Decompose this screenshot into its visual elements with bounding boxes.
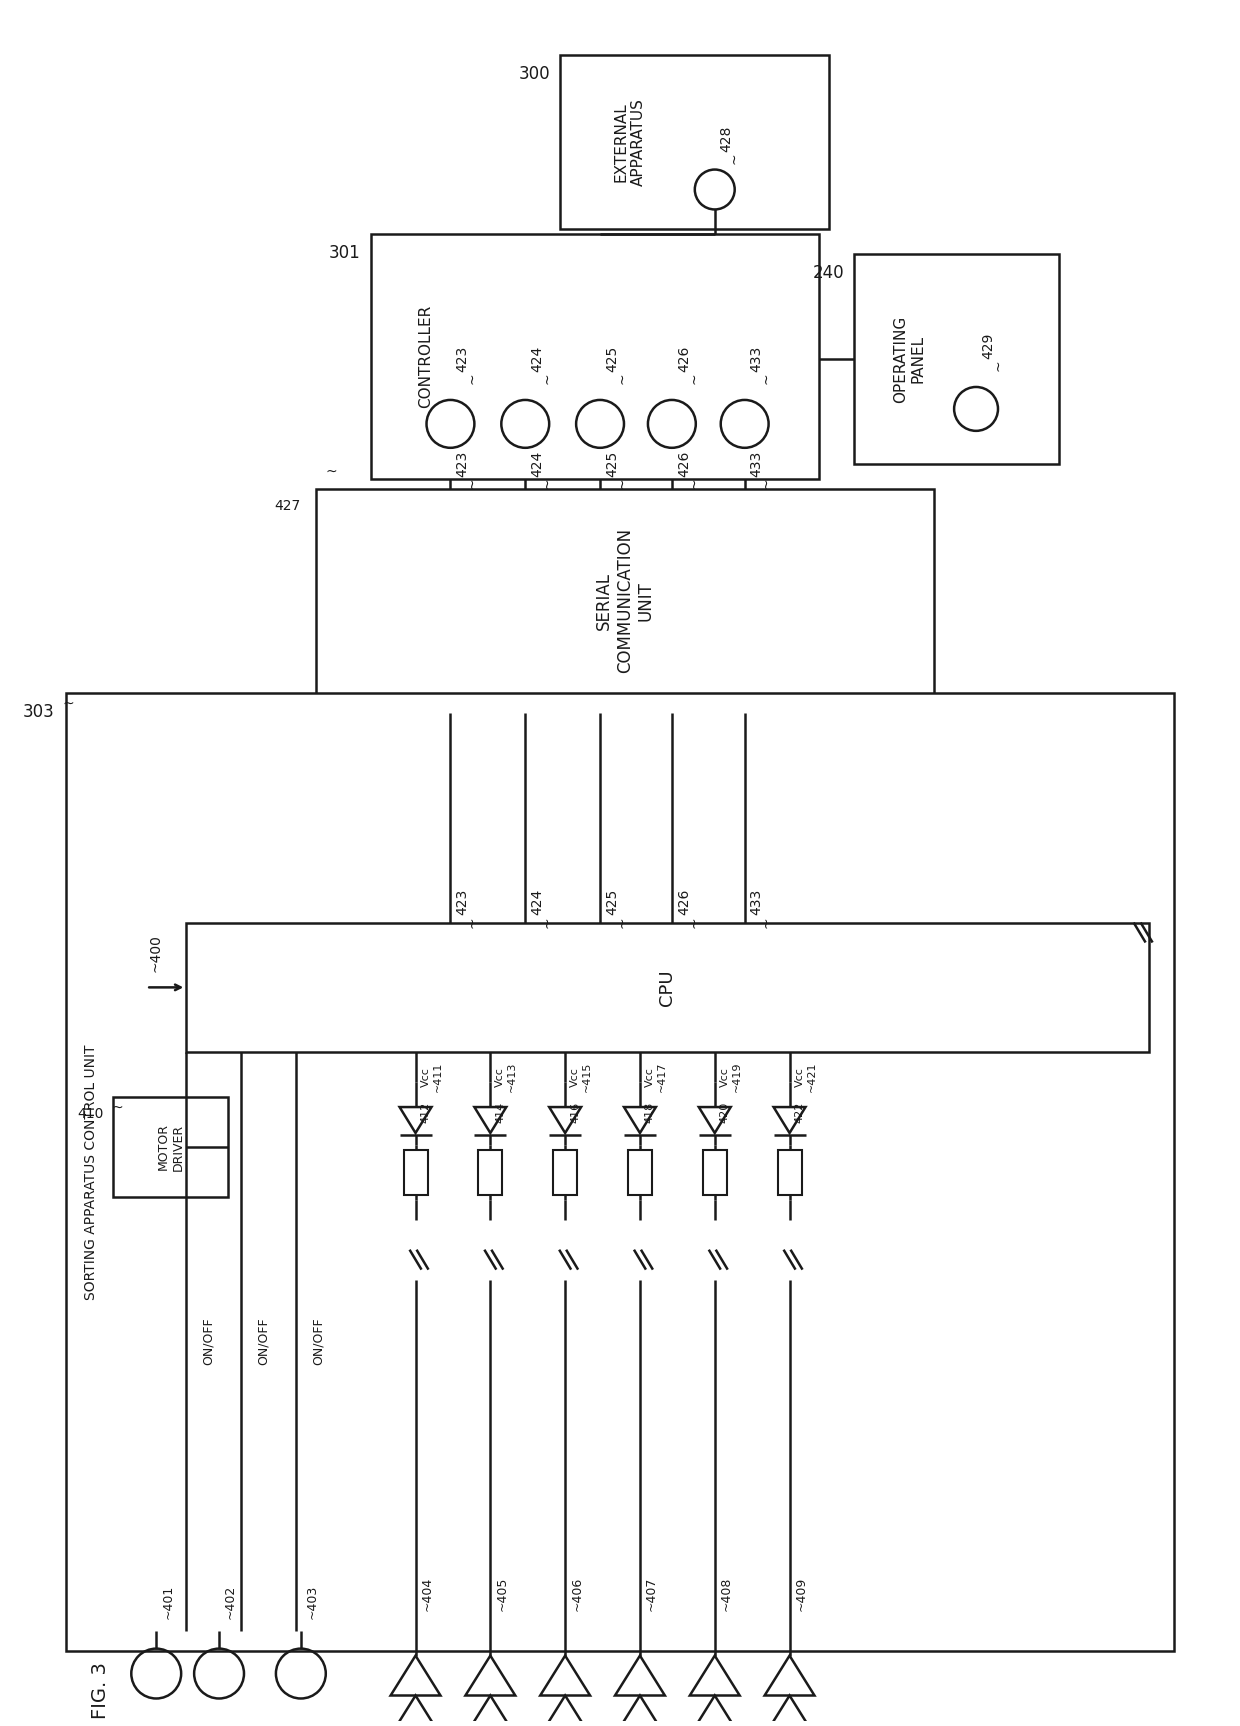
Text: ~: ~	[541, 373, 554, 383]
Text: MOTOR
DRIVER: MOTOR DRIVER	[156, 1124, 185, 1170]
Text: ~: ~	[465, 917, 480, 927]
Text: ~409: ~409	[795, 1576, 807, 1610]
Bar	[113, 1098, 228, 1196]
Text: 422: 422	[795, 1103, 805, 1124]
Text: 418: 418	[645, 1103, 655, 1124]
Text: ~: ~	[727, 152, 740, 164]
Text: ~: ~	[541, 917, 554, 927]
Text: 428: 428	[719, 126, 734, 152]
Bar	[627, 1150, 652, 1194]
Text: 240: 240	[812, 264, 844, 283]
Text: ON/OFF: ON/OFF	[257, 1317, 269, 1365]
Text: ~: ~	[687, 373, 701, 383]
Text: Vcc: Vcc	[420, 1067, 430, 1087]
Text: ~: ~	[760, 917, 774, 927]
Text: 425: 425	[605, 345, 619, 373]
Text: 423: 423	[455, 450, 470, 476]
Text: Vcc: Vcc	[645, 1067, 655, 1087]
Text: ~: ~	[62, 697, 74, 711]
Text: ~405: ~405	[495, 1576, 508, 1610]
Text: 424: 424	[531, 345, 544, 373]
Text: 427: 427	[274, 499, 301, 513]
Text: ~415: ~415	[582, 1061, 593, 1093]
Text: 301: 301	[329, 245, 361, 262]
Bar	[371, 235, 820, 478]
Text: Vcc: Vcc	[719, 1067, 729, 1087]
Text: 410: 410	[77, 1106, 103, 1122]
Text: 433: 433	[750, 450, 764, 476]
Bar	[560, 55, 830, 230]
Text: 424: 424	[531, 450, 544, 476]
Text: 424: 424	[531, 889, 544, 915]
Text: 425: 425	[605, 889, 619, 915]
Text: 423: 423	[455, 345, 470, 373]
Text: 303: 303	[22, 702, 55, 721]
Text: OPERATING
PANEL: OPERATING PANEL	[893, 316, 925, 402]
Text: ~402: ~402	[224, 1584, 237, 1619]
Text: 425: 425	[605, 450, 619, 476]
Text: 433: 433	[750, 345, 764, 373]
Text: ~: ~	[541, 476, 554, 488]
Text: 426: 426	[677, 889, 691, 915]
Text: ~413: ~413	[507, 1061, 517, 1093]
Text: SORTING APPARATUS CONTROL UNIT: SORTING APPARATUS CONTROL UNIT	[84, 1044, 98, 1300]
Text: 416: 416	[570, 1103, 580, 1124]
Text: ~417: ~417	[657, 1061, 667, 1093]
Bar	[479, 1150, 502, 1194]
Text: 426: 426	[677, 450, 691, 476]
Bar	[553, 1150, 577, 1194]
Text: ~404: ~404	[420, 1576, 434, 1610]
Bar	[703, 1150, 727, 1194]
Text: ~: ~	[687, 917, 701, 927]
Text: 429: 429	[981, 333, 994, 359]
Bar	[316, 488, 934, 713]
Text: FIG. 3: FIG. 3	[92, 1662, 110, 1719]
Text: ~: ~	[465, 476, 480, 488]
Text: ~421: ~421	[806, 1061, 816, 1093]
Bar	[403, 1150, 428, 1194]
Text: ~: ~	[991, 359, 1004, 371]
Text: ~407: ~407	[645, 1576, 658, 1610]
Text: ~: ~	[687, 476, 701, 488]
Text: ~: ~	[760, 373, 774, 383]
Text: ~: ~	[112, 1101, 123, 1115]
Text: 414: 414	[495, 1103, 506, 1124]
Text: Vcc: Vcc	[570, 1067, 580, 1087]
Text: ~: ~	[760, 476, 774, 488]
Text: 300: 300	[518, 66, 551, 83]
Text: ON/OFF: ON/OFF	[311, 1317, 325, 1365]
Text: ~406: ~406	[570, 1576, 583, 1610]
Text: Vcc: Vcc	[795, 1067, 805, 1087]
Text: 420: 420	[719, 1103, 729, 1124]
Text: ~401: ~401	[161, 1584, 174, 1619]
Text: ~: ~	[615, 373, 629, 383]
Text: ~403: ~403	[306, 1584, 319, 1619]
Text: 426: 426	[677, 345, 691, 373]
Text: ~400: ~400	[149, 934, 162, 972]
Text: ON/OFF: ON/OFF	[202, 1317, 215, 1365]
Text: ~: ~	[326, 464, 337, 478]
Text: ~419: ~419	[732, 1061, 742, 1093]
Text: CPU: CPU	[658, 968, 676, 1006]
Text: SERIAL
COMMUNICATION
UNIT: SERIAL COMMUNICATION UNIT	[595, 528, 655, 673]
Bar	[854, 254, 1059, 464]
Text: ~408: ~408	[719, 1576, 733, 1610]
Text: ~411: ~411	[433, 1061, 443, 1093]
Text: Vcc: Vcc	[495, 1067, 506, 1087]
Text: ~: ~	[615, 917, 629, 927]
Text: EXTERNAL
APPARATUS: EXTERNAL APPARATUS	[614, 98, 646, 186]
Text: CONTROLLER: CONTROLLER	[418, 306, 433, 407]
Bar	[777, 1150, 801, 1194]
Text: 423: 423	[455, 889, 470, 915]
Text: ~: ~	[615, 476, 629, 488]
Text: ~: ~	[465, 373, 480, 383]
Text: 412: 412	[420, 1103, 430, 1124]
Bar	[67, 694, 1173, 1650]
Text: 433: 433	[750, 889, 764, 915]
Bar	[186, 923, 1148, 1053]
